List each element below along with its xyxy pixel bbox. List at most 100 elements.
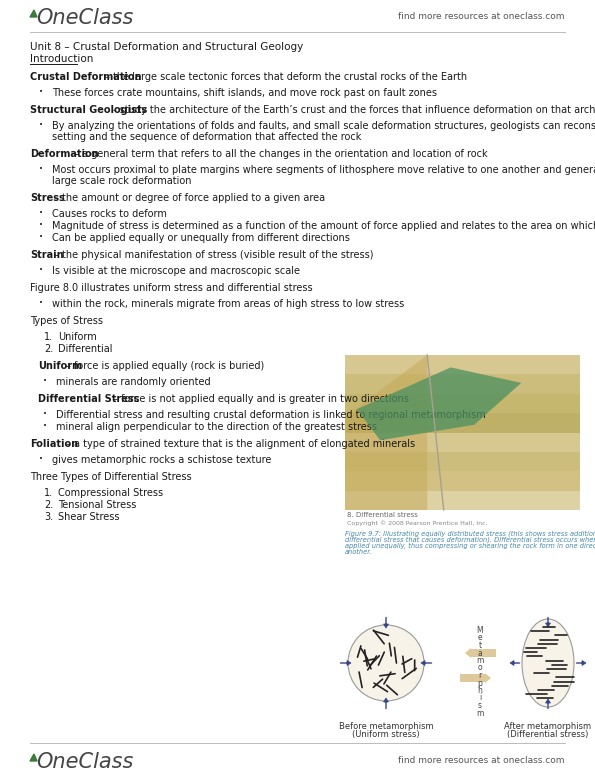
Text: Causes rocks to deform: Causes rocks to deform [52, 209, 167, 219]
Text: •: • [43, 423, 47, 429]
Text: Stress: Stress [30, 193, 65, 203]
Polygon shape [30, 10, 37, 17]
Text: Before metamorphism: Before metamorphism [339, 722, 433, 731]
Text: (Differential stress): (Differential stress) [508, 730, 588, 739]
Bar [345, 355, 580, 374]
Text: – a general term that refers to all the changes in the orientation and location : – a general term that refers to all the … [74, 149, 487, 159]
Text: t: t [478, 641, 481, 650]
Text: m: m [477, 708, 484, 718]
Text: - study the architecture of the Earth’s crust and the forces that influence defo: - study the architecture of the Earth’s … [113, 105, 595, 115]
Text: Structural Geologists: Structural Geologists [30, 105, 147, 115]
Bar [345, 433, 580, 452]
Text: Uniform: Uniform [38, 361, 82, 371]
Text: 8. Differential stress: 8. Differential stress [347, 512, 418, 518]
Text: Differential: Differential [58, 344, 112, 354]
Text: – the amount or degree of force applied to a given area: – the amount or degree of force applied … [54, 193, 325, 203]
Text: Most occurs proximal to plate margins where segments of lithosphere move relativ: Most occurs proximal to plate margins wh… [52, 165, 595, 175]
FancyArrow shape [510, 661, 520, 665]
FancyArrow shape [546, 617, 550, 627]
Bar [345, 413, 580, 433]
Text: Is visible at the microscope and macroscopic scale: Is visible at the microscope and macrosc… [52, 266, 300, 276]
Text: Introduction: Introduction [30, 54, 93, 64]
Circle shape [348, 625, 424, 701]
Text: Differential stress and resulting crustal deformation is linked to regional meta: Differential stress and resulting crusta… [56, 410, 486, 420]
Bar [345, 355, 580, 510]
Text: Three Types of Differential Stress: Three Types of Differential Stress [30, 472, 192, 482]
Text: Differential Stress: Differential Stress [38, 394, 139, 404]
Text: (Uniform stress): (Uniform stress) [352, 730, 420, 739]
Text: r: r [478, 671, 481, 680]
Text: p: p [478, 678, 483, 688]
Text: i: i [479, 694, 481, 702]
Text: Strain: Strain [30, 250, 64, 260]
Text: 3.: 3. [44, 512, 53, 522]
Text: differential stress that causes deformation). Differential stress occurs when st: differential stress that causes deformat… [345, 536, 595, 543]
Text: •: • [39, 456, 43, 462]
FancyArrow shape [384, 698, 389, 709]
FancyArrow shape [546, 699, 550, 709]
Text: minerals are randomly oriented: minerals are randomly oriented [56, 377, 211, 387]
Text: – the large scale tectonic forces that deform the crustal rocks of the Earth: – the large scale tectonic forces that d… [105, 72, 467, 82]
Text: find more resources at oneclass.com: find more resources at oneclass.com [399, 12, 565, 21]
Text: 2.: 2. [44, 500, 53, 510]
Text: applied unequally, thus compressing or shearing the rock form in one direction t: applied unequally, thus compressing or s… [345, 543, 595, 549]
Text: •: • [39, 166, 43, 172]
Text: o: o [478, 664, 483, 672]
Bar [345, 490, 580, 510]
Polygon shape [357, 367, 521, 440]
Polygon shape [30, 754, 37, 761]
Text: 1.: 1. [44, 332, 53, 342]
Text: find more resources at oneclass.com: find more resources at oneclass.com [399, 756, 565, 765]
Text: •: • [39, 210, 43, 216]
Text: – force is not applied equally and is greater in two directions: – force is not applied equally and is gr… [113, 394, 409, 404]
Text: •: • [39, 222, 43, 228]
Bar [345, 393, 580, 413]
Text: Copyright © 2008 Pearson Prentice Hall, Inc.: Copyright © 2008 Pearson Prentice Hall, … [347, 520, 488, 526]
FancyArrow shape [384, 617, 389, 628]
Text: M: M [477, 626, 483, 635]
Text: •: • [43, 378, 47, 384]
Text: large scale rock deformation: large scale rock deformation [52, 176, 192, 186]
Text: Deformation: Deformation [30, 149, 99, 159]
Text: m: m [477, 656, 484, 665]
Polygon shape [345, 355, 427, 510]
Text: s: s [478, 701, 482, 710]
Text: By analyzing the orientations of folds and faults, and small scale deformation s: By analyzing the orientations of folds a… [52, 121, 595, 131]
Text: gives metamorphic rocks a schistose texture: gives metamorphic rocks a schistose text… [52, 455, 271, 465]
Text: within the rock, minerals migrate from areas of high stress to low stress: within the rock, minerals migrate from a… [52, 299, 404, 309]
Text: Tensional Stress: Tensional Stress [58, 500, 136, 510]
Text: mineral align perpendicular to the direction of the greatest stress: mineral align perpendicular to the direc… [56, 422, 377, 432]
Text: 1.: 1. [44, 488, 53, 498]
Text: OneClass: OneClass [36, 8, 133, 28]
Text: – the physical manifestation of stress (visible result of the stress): – the physical manifestation of stress (… [54, 250, 373, 260]
Text: Can be applied equally or unequally from different directions: Can be applied equally or unequally from… [52, 233, 350, 243]
Text: •: • [39, 122, 43, 128]
Text: Foliation: Foliation [30, 439, 78, 449]
Text: Crustal Deformation: Crustal Deformation [30, 72, 142, 82]
Text: Magnitude of stress is determined as a function of the amount of force applied a: Magnitude of stress is determined as a f… [52, 221, 595, 231]
FancyArrow shape [576, 661, 586, 665]
FancyArrow shape [460, 673, 491, 683]
Text: OneClass: OneClass [36, 752, 133, 770]
Text: setting and the sequence of deformation that affected the rock: setting and the sequence of deformation … [52, 132, 361, 142]
Text: 2.: 2. [44, 344, 53, 354]
FancyArrow shape [421, 661, 432, 665]
Text: Figure 9.7: Illustrating equally distributed stress (this shows stress additiona: Figure 9.7: Illustrating equally distrib… [345, 530, 595, 537]
Text: e: e [478, 634, 483, 642]
FancyArrow shape [340, 661, 351, 665]
Text: •: • [39, 300, 43, 306]
Ellipse shape [522, 619, 574, 707]
Text: Uniform: Uniform [58, 332, 97, 342]
Text: Compressional Stress: Compressional Stress [58, 488, 163, 498]
Text: These forces crate mountains, shift islands, and move rock past on fault zones: These forces crate mountains, shift isla… [52, 88, 437, 98]
Bar [345, 374, 580, 393]
Text: h: h [478, 686, 483, 695]
Text: – force is applied equally (rock is buried): – force is applied equally (rock is buri… [65, 361, 264, 371]
Text: a: a [478, 648, 483, 658]
Text: •: • [39, 267, 43, 273]
Text: Types of Stress: Types of Stress [30, 316, 103, 326]
Text: – a type of strained texture that is the alignment of elongated minerals: – a type of strained texture that is the… [65, 439, 415, 449]
FancyArrow shape [465, 648, 496, 658]
Text: Figure 8.0 illustrates uniform stress and differential stress: Figure 8.0 illustrates uniform stress an… [30, 283, 312, 293]
Text: •: • [39, 234, 43, 240]
